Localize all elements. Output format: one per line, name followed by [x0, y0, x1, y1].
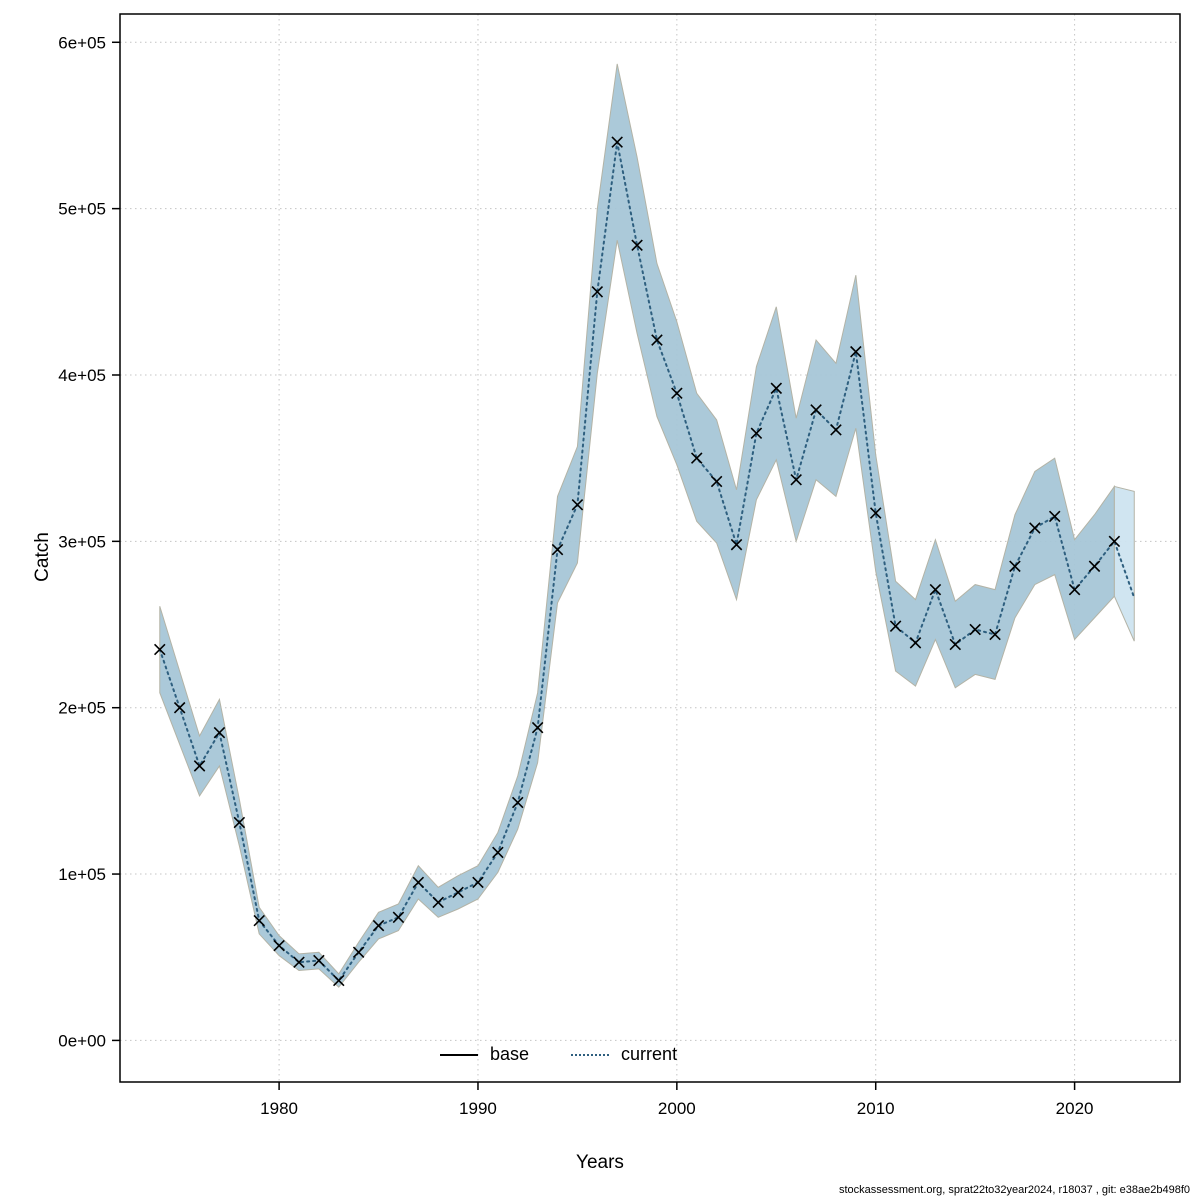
confidence-band [159, 63, 1135, 988]
legend-item-base: base [440, 1044, 529, 1065]
legend-label-base: base [490, 1044, 530, 1064]
current-line-swatch [571, 1053, 610, 1056]
legend: base current [440, 1044, 677, 1065]
plot-box [119, 13, 1181, 1083]
x-tick-label: 1990 [459, 1099, 497, 1118]
x-tick-label: 2000 [658, 1099, 696, 1118]
legend-label-current: current [621, 1044, 678, 1064]
base-line-swatch [440, 1053, 478, 1056]
x-tick-label: 2020 [1056, 1099, 1094, 1118]
y-tick-label: 4e+05 [58, 366, 106, 385]
legend-item-current: current [571, 1044, 677, 1065]
x-axis-title: Years [576, 1152, 624, 1173]
y-tick-label: 5e+05 [58, 200, 106, 219]
y-tick-label: 1e+05 [58, 865, 106, 884]
x-tick-label: 2010 [857, 1099, 895, 1118]
x-tick-label: 1980 [260, 1099, 298, 1118]
grid-lines [120, 14, 1180, 1082]
data-point-markers [154, 136, 1121, 987]
y-tick-label: 3e+05 [58, 532, 106, 551]
axis-ticks-and-labels: 0e+00 1e+05 2e+05 3e+05 4e+05 5e+05 6e+05 1980 1… [58, 33, 1093, 1118]
y-tick-label: 2e+05 [58, 699, 106, 718]
y-axis-title: Catch [31, 532, 53, 582]
y-tick-label: 0e+00 [58, 1031, 106, 1050]
y-tick-label: 6e+05 [58, 33, 106, 52]
footer-text: stockassessment.org, sprat22to32year2024… [838, 1184, 1190, 1196]
